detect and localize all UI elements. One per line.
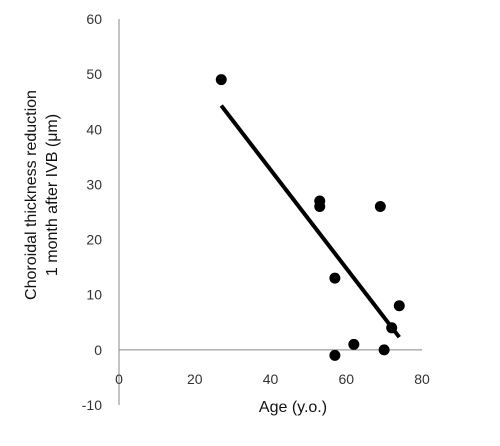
y-axis-title: Choroidal thickness reduction 1 month af… xyxy=(23,90,61,300)
y-axis-title-line-2: 1 month after IVB (μm) xyxy=(44,114,61,276)
y-tick-label: 30 xyxy=(86,176,102,192)
data-point xyxy=(374,200,386,212)
y-tick-label: -10 xyxy=(82,397,102,413)
x-tick-label: 20 xyxy=(187,371,203,387)
data-point xyxy=(329,349,341,361)
data-points xyxy=(215,74,405,361)
data-point xyxy=(393,300,405,312)
x-tick-labels: 0 20 40 60 80 xyxy=(115,371,430,387)
data-point xyxy=(314,200,326,212)
data-point xyxy=(215,74,227,86)
data-point xyxy=(348,338,360,350)
y-tick-label: 10 xyxy=(86,287,102,303)
y-axis-title-line-1: Choroidal thickness reduction xyxy=(23,90,40,300)
x-tick-label: 60 xyxy=(338,371,354,387)
trendline xyxy=(219,104,401,339)
y-tick-label: 40 xyxy=(86,121,102,137)
y-tick-label: 20 xyxy=(86,232,102,248)
y-tick-label: 60 xyxy=(86,11,102,27)
y-tick-label: 50 xyxy=(86,66,102,82)
data-point xyxy=(378,344,390,356)
x-axis-title: Age (y.o.) xyxy=(259,399,327,416)
y-tick-label: 0 xyxy=(94,342,102,358)
y-tick-labels: -10 0 10 20 30 40 50 60 xyxy=(82,11,102,413)
x-tick-label: 0 xyxy=(115,371,123,387)
data-point xyxy=(329,272,341,284)
x-tick-label: 80 xyxy=(414,371,430,387)
axes xyxy=(118,19,422,405)
data-point xyxy=(386,322,398,334)
x-tick-label: 40 xyxy=(263,371,279,387)
trendline-group xyxy=(219,104,401,339)
